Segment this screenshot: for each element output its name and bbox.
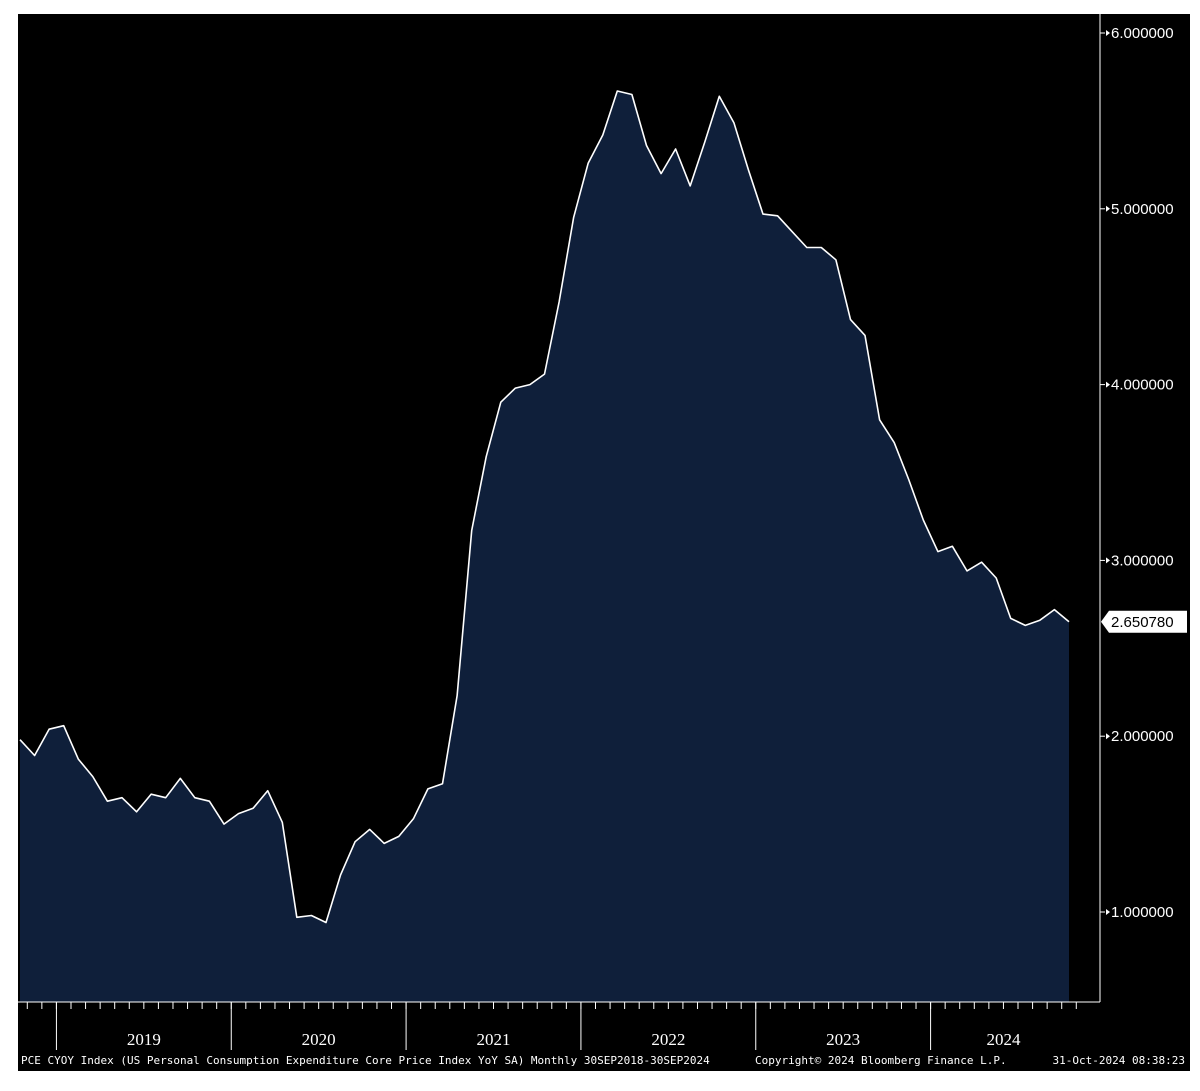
last-value-label: 2.650780 — [1111, 614, 1174, 631]
series-area — [20, 91, 1069, 1002]
y-tick-label: 3.000000 — [1111, 552, 1174, 569]
y-tick-label: 6.000000 — [1111, 25, 1174, 42]
x-axis: 2019 2020 2021 2022 2023 2024 — [18, 1001, 1100, 1050]
x-tick-label: 2024 — [986, 1030, 1021, 1049]
x-tick-label: 2023 — [826, 1030, 860, 1049]
y-tick-label: 1.000000 — [1111, 904, 1174, 921]
x-tick-label: 2020 — [302, 1030, 336, 1049]
y-tick-label: 4.000000 — [1111, 377, 1174, 394]
y-tick-arrow — [1106, 557, 1110, 564]
y-axis: 1.000000 2.000000 3.000000 4.000000 5.000000… — [1099, 14, 1187, 1002]
footer-copyright: Copyright© 2024 Bloomberg Finance L.P. — [755, 1054, 1007, 1067]
y-tick-arrow — [1106, 733, 1110, 740]
series-line — [19, 90, 1070, 924]
plot-area — [19, 90, 1070, 1002]
x-tick-label: 2021 — [477, 1030, 511, 1049]
y-tick-label: 5.000000 — [1111, 201, 1174, 218]
y-tick-arrow — [1106, 381, 1110, 388]
x-tick-label: 2019 — [127, 1030, 161, 1049]
footer-timestamp: 31-Oct-2024 08:38:23 — [1053, 1054, 1185, 1067]
last-value-callout — [1101, 610, 1187, 633]
y-tick-arrow — [1106, 30, 1110, 36]
y-tick-arrow — [1106, 205, 1110, 212]
y-tick-arrow — [1106, 909, 1110, 915]
x-tick-label: 2022 — [651, 1030, 685, 1049]
footer-description: PCE CYOY Index (US Personal Consumption … — [21, 1054, 710, 1067]
y-tick-label: 2.000000 — [1111, 728, 1174, 745]
